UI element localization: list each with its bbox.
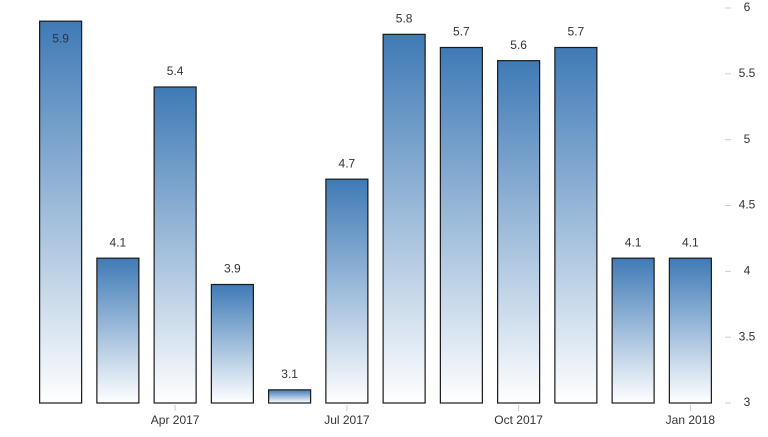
- value-label: 5.7: [453, 25, 470, 39]
- value-label: 5.7: [568, 25, 585, 39]
- value-label: 5.6: [510, 38, 527, 52]
- value-label: 4.1: [110, 235, 127, 249]
- bar: [439, 46, 483, 404]
- x-tick-label: Oct 2017: [494, 413, 543, 427]
- value-label: 3.9: [224, 262, 241, 276]
- y-tick-label: 6: [744, 0, 751, 14]
- bar: [153, 86, 197, 404]
- x-tick-label: Apr 2017: [151, 413, 200, 427]
- bar: [39, 20, 83, 404]
- value-label: 5.4: [167, 64, 184, 78]
- bar: [210, 283, 254, 404]
- x-tick-label: Jul 2017: [324, 413, 370, 427]
- y-tick-label: 5.5: [739, 66, 756, 80]
- y-tick-label: 4.5: [739, 198, 756, 212]
- bar: [382, 33, 426, 404]
- bar: [325, 178, 369, 404]
- y-tick-label: 5: [744, 132, 751, 146]
- value-label: 4.7: [339, 156, 356, 170]
- y-tick-label: 3: [744, 395, 751, 409]
- bar: [96, 257, 140, 404]
- value-label: 4.1: [625, 235, 642, 249]
- y-tick-label: 4: [744, 264, 751, 278]
- bar: [554, 46, 598, 404]
- value-label: 4.1: [682, 235, 699, 249]
- bar: [268, 389, 312, 404]
- bar: [668, 257, 712, 404]
- bar: [497, 60, 541, 404]
- y-tick-label: 3.5: [739, 329, 756, 343]
- value-label: 5.9: [52, 31, 69, 45]
- bar: [611, 257, 655, 404]
- value-label: 5.8: [396, 12, 413, 26]
- value-label: 3.1: [281, 367, 298, 381]
- x-tick-label: Jan 2018: [666, 413, 716, 427]
